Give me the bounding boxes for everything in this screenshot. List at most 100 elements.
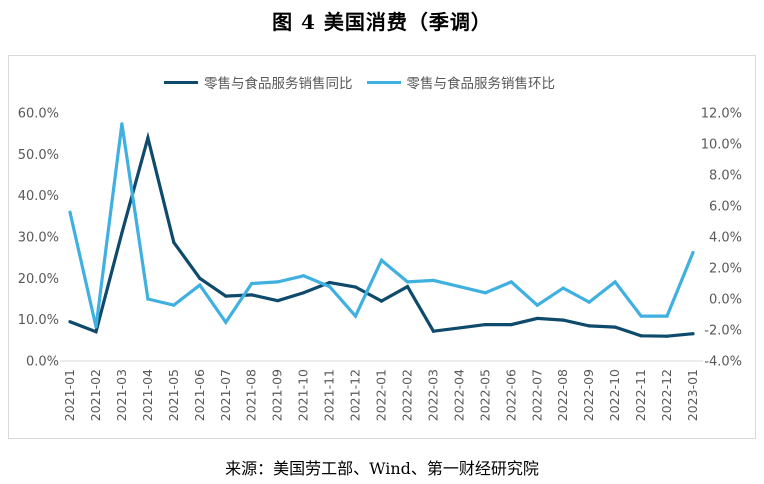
data-point-yoy <box>613 325 617 329</box>
x-tick-label: 2023-01 <box>685 369 700 421</box>
x-tick-label: 2021-07 <box>218 369 233 421</box>
data-point-mom <box>68 210 72 214</box>
y-right-tick-label: 0.0% <box>709 293 742 308</box>
data-point-yoy <box>146 136 150 140</box>
chart-title: 图 4 美国消费（季调） <box>272 10 492 34</box>
x-tick-label: 2021-08 <box>244 369 259 421</box>
data-point-mom <box>94 325 98 329</box>
x-tick-label: 2021-09 <box>270 369 285 421</box>
x-tick-label: 2021-05 <box>166 369 181 421</box>
series-line-yoy <box>69 131 694 338</box>
chart-frame <box>8 55 756 439</box>
data-point-yoy <box>120 231 124 235</box>
data-point-yoy <box>691 332 695 336</box>
x-tick-label: 2022-08 <box>555 369 570 421</box>
data-point-yoy <box>639 334 643 338</box>
data-point-mom <box>198 283 202 287</box>
data-point-yoy <box>68 320 72 324</box>
x-tick-label: 2021-12 <box>348 369 363 421</box>
data-point-yoy <box>302 291 306 295</box>
data-point-yoy <box>431 329 436 333</box>
series-line-mom <box>68 123 695 328</box>
data-point-yoy <box>665 334 669 338</box>
data-point-mom <box>613 280 617 284</box>
data-point-yoy <box>561 318 565 322</box>
y-left-tick-label: 30.0% <box>18 231 59 246</box>
x-tick-label: 2022-07 <box>529 369 544 421</box>
y-right-tick-label: 2.0% <box>709 262 742 277</box>
data-point-mom <box>224 320 228 324</box>
data-point-mom <box>276 280 280 284</box>
x-tick-label: 2022-03 <box>425 369 440 421</box>
y-right-tick-label: 10.0% <box>701 138 742 153</box>
x-tick-label: 2022-09 <box>581 369 596 421</box>
y-left-tick-label: 50.0% <box>18 148 59 163</box>
x-tick-label: 2022-01 <box>374 369 389 421</box>
data-point-yoy <box>198 276 202 280</box>
data-point-mom <box>379 258 384 262</box>
x-tick-label: 2022-04 <box>451 369 466 421</box>
y-right-tick-label: 4.0% <box>709 231 742 246</box>
data-point-mom <box>639 314 643 318</box>
y-right-tick-label: -2.0% <box>704 324 742 339</box>
data-point-yoy <box>457 326 461 330</box>
data-point-mom <box>457 285 461 289</box>
data-point-mom <box>509 280 513 284</box>
data-point-yoy <box>587 324 591 328</box>
data-point-yoy <box>250 293 254 297</box>
data-point-mom <box>587 300 591 304</box>
data-point-mom <box>405 280 410 284</box>
y-left-tick-label: 0.0% <box>26 355 59 370</box>
data-point-mom <box>431 278 436 282</box>
legend-label-mom: 零售与食品服务销售环比 <box>406 76 556 92</box>
y-right-tick-label: -4.0% <box>704 355 742 370</box>
y-left-tick-label: 40.0% <box>18 189 59 204</box>
data-point-yoy <box>509 323 513 327</box>
x-tick-label: 2022-12 <box>659 369 674 421</box>
x-tick-label: 2021-04 <box>140 369 155 421</box>
data-point-mom <box>172 303 176 307</box>
data-point-mom <box>691 250 695 255</box>
data-point-yoy <box>353 285 358 289</box>
data-point-mom <box>353 314 358 318</box>
data-point-mom <box>665 314 669 318</box>
data-point-yoy <box>94 330 98 334</box>
x-tick-label: 2021-03 <box>114 369 129 421</box>
legend-label-yoy: 零售与食品服务销售同比 <box>204 76 353 92</box>
y-right-tick-label: 6.0% <box>709 200 742 215</box>
legend-item-mom: 零售与食品服务销售环比 <box>366 72 556 92</box>
data-point-mom <box>327 285 332 289</box>
y-left-tick-label: 60.0% <box>18 107 59 122</box>
legend-swatch-mom <box>366 80 401 84</box>
data-point-yoy <box>224 294 228 298</box>
data-point-mom <box>535 303 539 307</box>
data-point-yoy <box>405 285 410 289</box>
chart-legend: 零售与食品服务销售同比 零售与食品服务销售环比 <box>164 72 569 92</box>
data-point-mom <box>120 122 124 126</box>
x-tick-label: 2021-10 <box>296 369 311 421</box>
legend-swatch-yoy <box>164 80 198 84</box>
source-note: 来源：美国劳工部、Wind、第一财经研究院 <box>225 459 539 478</box>
data-point-yoy <box>276 299 280 303</box>
y-right-tick-label: 12.0% <box>701 107 742 122</box>
x-tick-label: 2021-02 <box>88 369 103 421</box>
x-tick-label: 2021-11 <box>322 369 337 421</box>
data-point-mom <box>561 286 565 290</box>
data-point-yoy <box>327 280 332 285</box>
data-point-yoy <box>379 299 384 303</box>
data-point-mom <box>302 274 306 278</box>
data-point-yoy <box>535 316 539 321</box>
data-point-yoy <box>172 240 176 244</box>
x-tick-label: 2022-10 <box>607 369 622 421</box>
x-tick-label: 2022-05 <box>477 369 492 421</box>
x-tick-label: 2022-06 <box>503 369 518 421</box>
data-point-yoy <box>483 323 487 327</box>
y-left-tick-label: 10.0% <box>18 313 59 328</box>
y-right-tick-label: 8.0% <box>709 169 742 184</box>
data-point-mom <box>250 281 254 286</box>
y-left-tick-label: 20.0% <box>18 272 59 287</box>
x-tick-label: 2022-11 <box>633 369 648 421</box>
x-tick-label: 2021-01 <box>62 369 77 421</box>
x-tick-label: 2022-02 <box>399 369 414 421</box>
